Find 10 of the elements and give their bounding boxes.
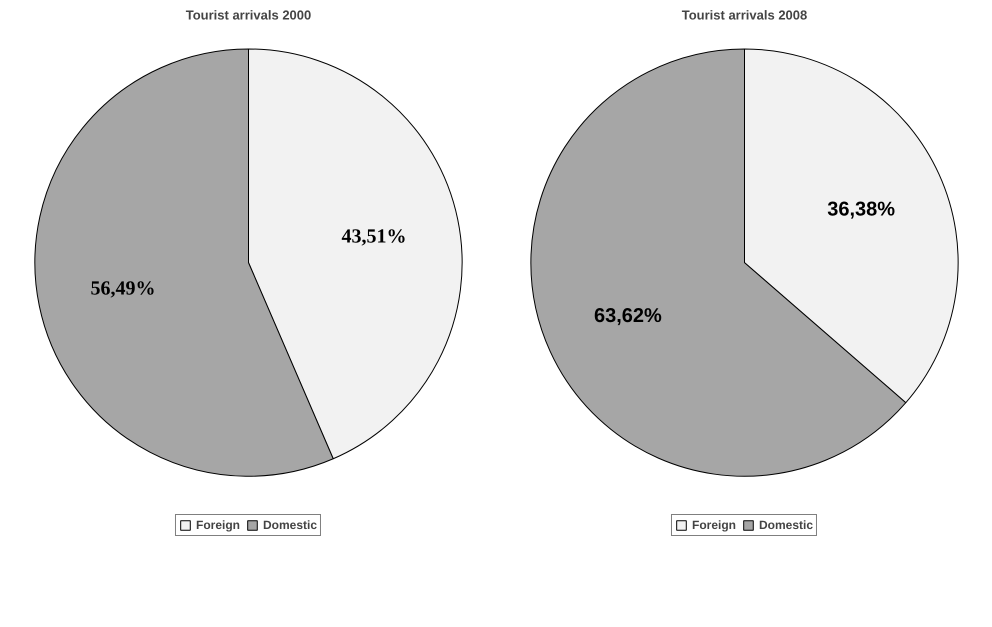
legend-label: Domestic [262,518,318,532]
legend-label: Domestic [758,518,814,532]
data-label: 56,49% [90,278,156,300]
legend-label: Foreign [196,518,240,532]
chart-title: Tourist arrivals 2008 [682,8,808,22]
data-label: 36,38% [827,198,896,220]
chart-title: Tourist arrivals 2000 [186,8,312,22]
data-label: 43,51% [342,226,407,248]
legend-label: Foreign [692,518,736,532]
data-label: 63,62% [594,304,662,327]
